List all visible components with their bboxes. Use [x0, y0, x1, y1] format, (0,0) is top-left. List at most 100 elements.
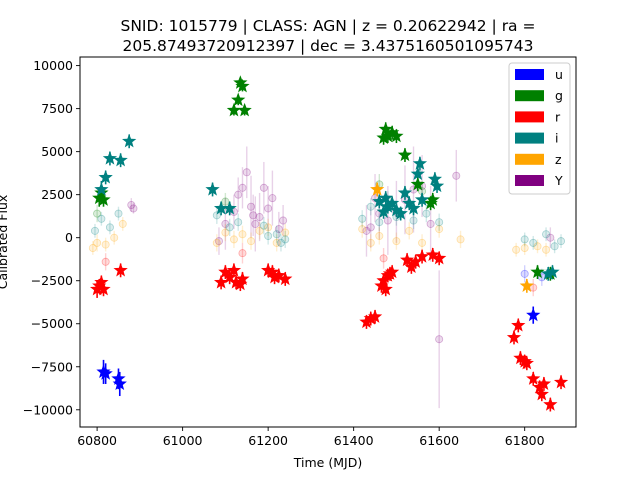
background-point	[392, 237, 401, 246]
x-axis: 60800 61000 61200 61400 61600 61800	[77, 427, 545, 448]
background-point	[550, 242, 559, 251]
background-point	[557, 237, 566, 246]
legend-swatch-r	[515, 111, 544, 123]
background-point	[238, 230, 247, 239]
background-point	[251, 219, 260, 228]
background-point	[259, 183, 268, 192]
background-point	[255, 226, 264, 235]
point-r	[271, 268, 286, 282]
point-r	[506, 330, 522, 344]
background-point	[362, 226, 371, 235]
chart-title-line-2: 205.87493720912397 | dec = 3.43751605010…	[123, 37, 534, 55]
background-point	[366, 238, 375, 247]
legend-label-r: r	[555, 109, 561, 124]
point-i	[380, 199, 395, 213]
point-i	[102, 151, 118, 165]
x-tick-label: 61200	[248, 433, 288, 448]
legend-label-g: g	[555, 88, 563, 103]
point-g	[237, 102, 252, 117]
background-point	[101, 257, 110, 266]
y-tick-label: 2500	[41, 187, 73, 202]
point-r	[408, 254, 423, 268]
point-r	[367, 309, 383, 323]
point-g	[96, 192, 111, 206]
background-point	[264, 223, 273, 232]
background-point	[234, 218, 243, 227]
background-point	[366, 202, 375, 211]
point-r	[94, 274, 109, 289]
y-axis-label: Calibrated Flux	[0, 195, 10, 290]
point-r	[376, 273, 391, 287]
legend-swatch-g	[515, 90, 544, 102]
background-point	[405, 226, 414, 235]
background-point	[542, 245, 551, 254]
x-tick-label: 61400	[334, 433, 374, 448]
legend-label-u: u	[555, 67, 563, 82]
background-point	[238, 183, 247, 192]
legend-label-Y: Y	[554, 173, 563, 188]
background-point	[358, 214, 367, 223]
point-i	[385, 195, 400, 210]
background-point	[214, 237, 223, 246]
plot-area	[80, 57, 576, 427]
y-tick-label: 5000	[41, 144, 73, 159]
background-point	[264, 204, 273, 213]
background-point	[520, 244, 529, 253]
background-point	[542, 230, 551, 239]
background-point	[279, 216, 288, 225]
point-r	[536, 376, 552, 391]
background-point	[281, 228, 290, 237]
point-i	[393, 206, 408, 220]
point-r	[532, 379, 547, 394]
point-r	[265, 264, 280, 279]
point-i	[414, 192, 430, 206]
point-r	[511, 317, 526, 332]
background-point	[88, 244, 97, 253]
point-r	[385, 264, 400, 279]
y-tick-label: 10000	[33, 58, 73, 73]
point-r	[96, 281, 111, 296]
y-axis: −10000 −7500 −5000 −2500 0 2500 5000 7500 10000	[23, 58, 80, 417]
background-point	[422, 209, 431, 218]
background-point	[221, 219, 230, 228]
background-point	[375, 218, 384, 227]
background-point	[249, 211, 258, 220]
background-point	[272, 230, 281, 239]
background-point	[281, 235, 290, 244]
y-tick-label: 7500	[41, 101, 73, 116]
point-g	[233, 75, 248, 89]
background-point	[101, 240, 110, 249]
background-point	[533, 242, 542, 251]
background-point	[383, 216, 392, 225]
point-i	[98, 169, 113, 184]
background-point	[93, 209, 102, 218]
point-r	[513, 350, 528, 365]
point-z	[370, 182, 385, 196]
point-i	[412, 156, 428, 170]
background-point	[435, 225, 444, 234]
background-point	[234, 190, 243, 199]
point-i	[205, 182, 220, 196]
point-g	[389, 128, 404, 143]
point-r	[399, 252, 415, 267]
background-point	[375, 231, 384, 240]
background-point	[255, 213, 264, 222]
chart-title: SNID: 1015779 | CLASS: AGN | z = 0.20622…	[121, 17, 536, 55]
background-point	[512, 245, 521, 254]
x-tick-label: 61000	[163, 433, 203, 448]
legend-swatch-Y	[515, 175, 544, 186]
point-g	[385, 125, 400, 139]
point-r	[213, 274, 229, 289]
background-point	[274, 225, 283, 234]
point-i	[429, 178, 445, 193]
point-i	[378, 190, 393, 205]
point-r	[414, 249, 430, 263]
point-i	[122, 133, 137, 148]
background-point	[225, 223, 234, 232]
point-r	[526, 371, 541, 385]
point-i	[402, 195, 417, 210]
background-point	[127, 200, 136, 209]
background-point	[452, 171, 461, 180]
